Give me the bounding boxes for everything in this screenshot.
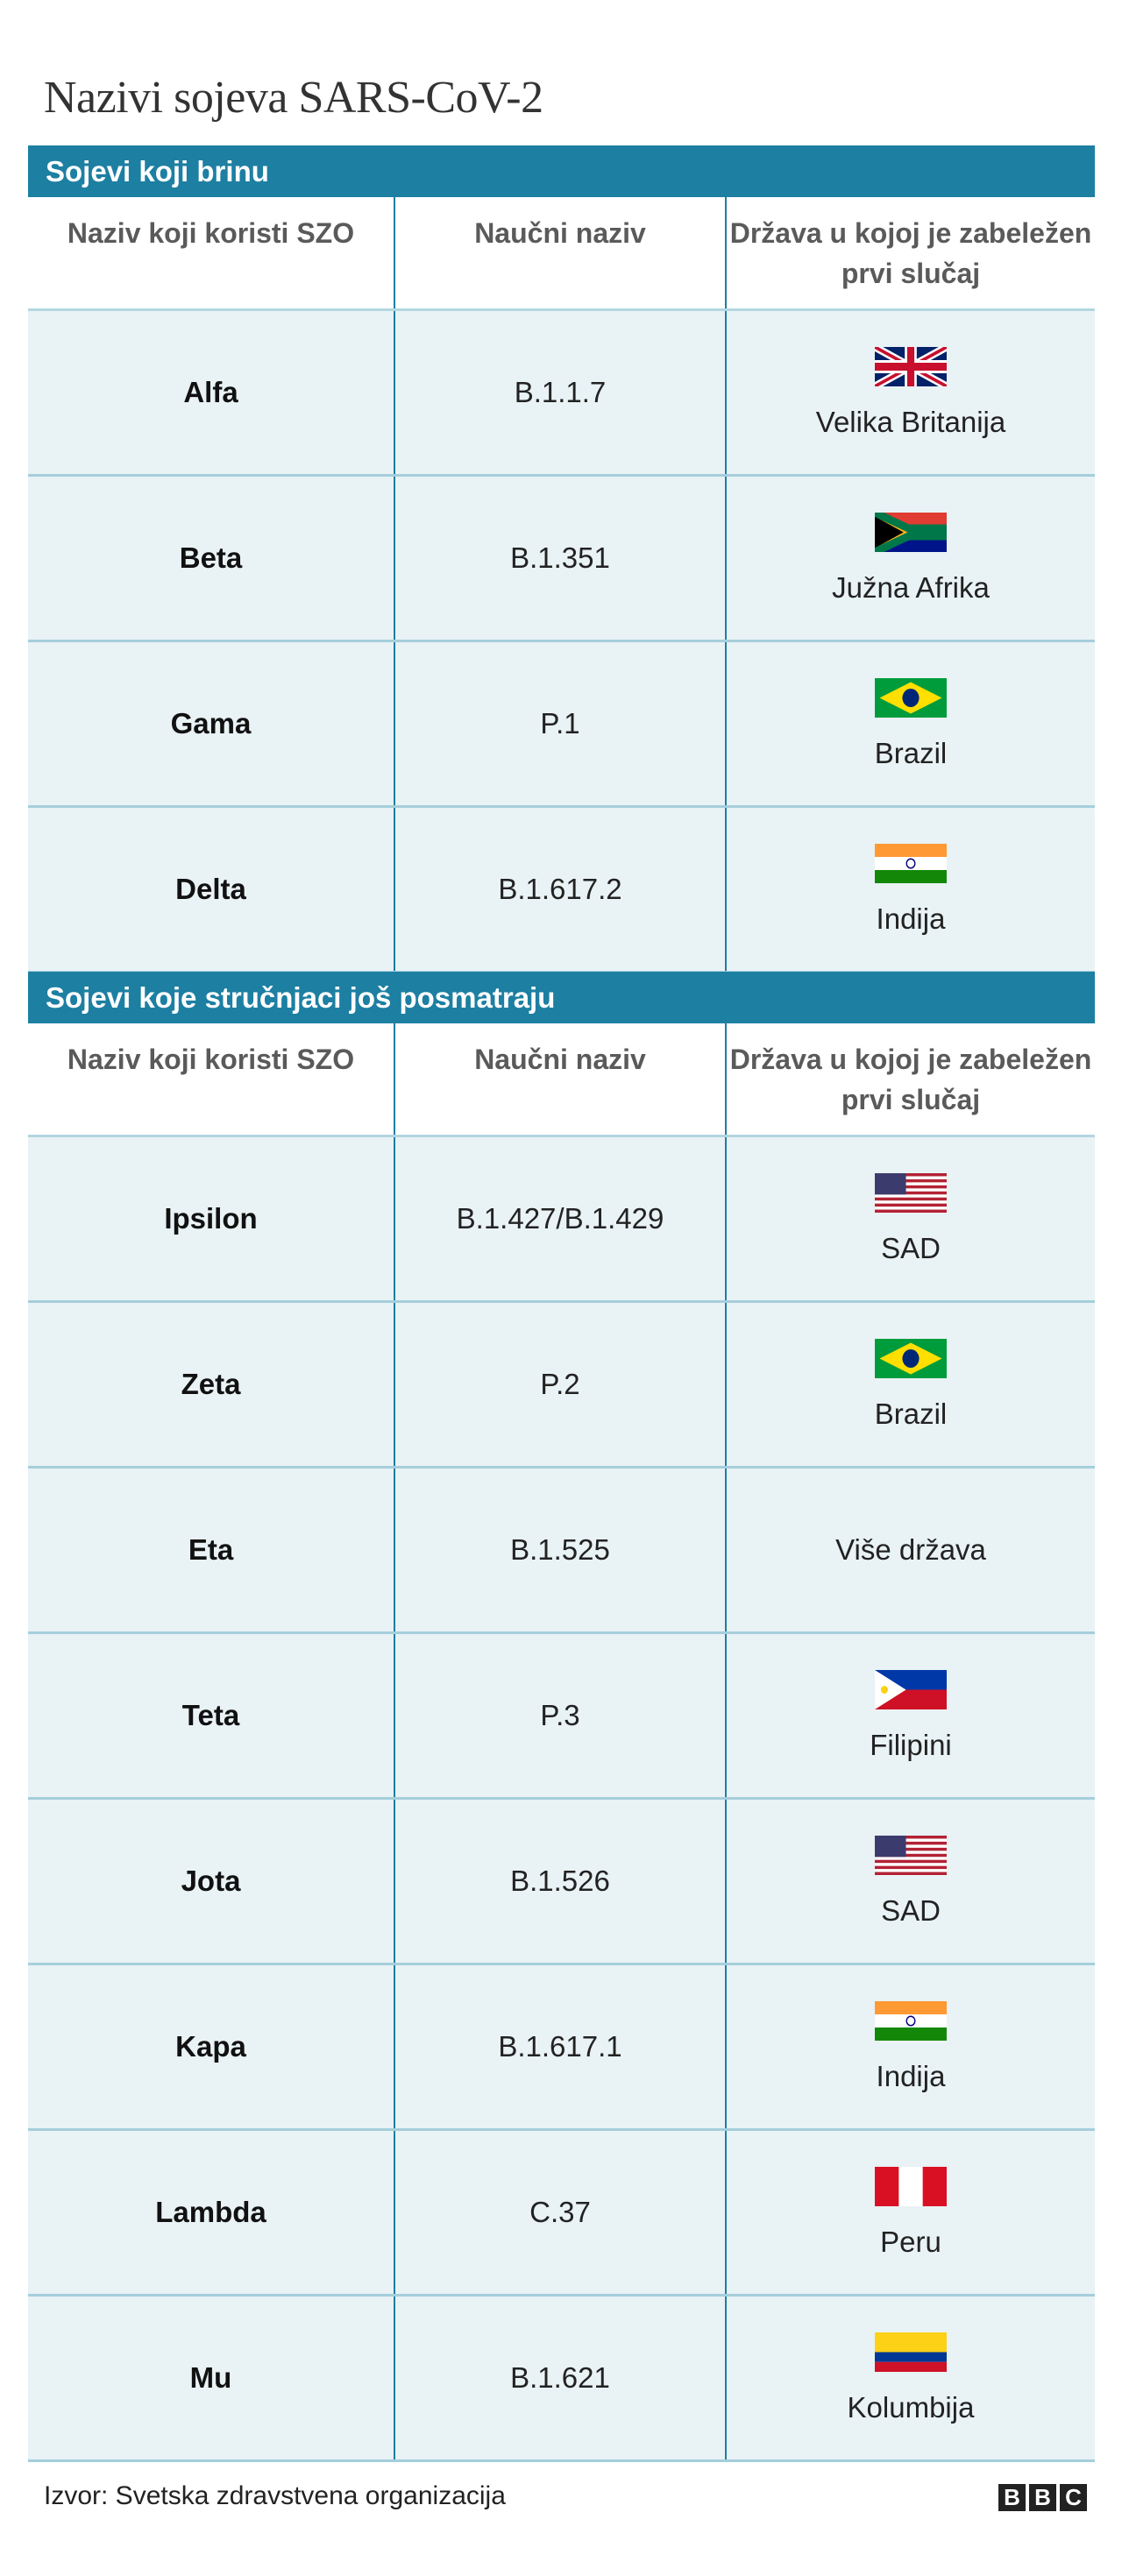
country-cell: Brazil	[727, 1303, 1095, 1466]
country-name: Velika Britanija	[815, 405, 1006, 438]
table-row: Eta B.1.525 Više država	[28, 1468, 1095, 1634]
country-cell: Brazil	[727, 642, 1095, 805]
who-name: Eta	[28, 1468, 395, 1631]
who-name: Mu	[28, 2296, 395, 2459]
column-header: Naziv koji koristi SZO	[28, 1023, 395, 1135]
column-header: Naučni naziv	[395, 197, 727, 308]
country-cell: Filipini	[727, 1634, 1095, 1797]
table-row: Teta P.3 Filipini	[28, 1634, 1095, 1800]
scientific-name: P.1	[395, 642, 727, 805]
bbc-logo-letter: C	[1060, 2484, 1087, 2511]
section-banner: Sojevi koje stručnjaci još posmatraju	[28, 972, 1095, 1023]
column-header: Država u kojoj je zabeležen prvi slučaj	[729, 1044, 1092, 1115]
who-name: Jota	[28, 1800, 395, 1963]
section-concern-table: Sojevi koji brinu Naziv koji koristi SZO N…	[28, 145, 1095, 973]
country-cell: Indija	[727, 1965, 1095, 2128]
country-name: Brazil	[874, 1397, 948, 1430]
br-flag-icon	[875, 677, 947, 718]
in-flag-icon	[875, 2000, 947, 2041]
who-name: Beta	[28, 477, 395, 640]
scientific-name: B.1.617.1	[395, 1965, 727, 2128]
table-row: Zeta P.2 Brazil	[28, 1303, 1095, 1468]
scientific-name: B.1.1.7	[395, 311, 727, 474]
scientific-name: B.1.617.2	[395, 808, 727, 971]
who-name: Ipsilon	[28, 1137, 395, 1300]
who-name: Zeta	[28, 1303, 395, 1466]
bbc-logo-letter: B	[998, 2484, 1026, 2511]
table-row: Ipsilon B.1.427/B.1.429 SAD	[28, 1137, 1095, 1303]
country-name: Više država	[835, 1533, 986, 1566]
page-title: Nazivi sojeva SARS-CoV-2	[44, 73, 543, 123]
country-name: Indija	[876, 902, 946, 935]
country-cell: SAD	[727, 1137, 1095, 1300]
table-row: Delta B.1.617.2 Indija	[28, 808, 1095, 973]
table-row: Alfa B.1.1.7 Velika Britanija	[28, 311, 1095, 477]
who-name: Gama	[28, 642, 395, 805]
who-name: Delta	[28, 808, 395, 971]
ph-flag-icon	[875, 1669, 947, 1709]
pe-flag-icon	[875, 2166, 947, 2206]
country-cell: SAD	[727, 1800, 1095, 1963]
source-note: Izvor: Svetska zdravstvena organizacija	[44, 2481, 506, 2510]
scientific-name: B.1.621	[395, 2296, 727, 2459]
in-flag-icon	[875, 843, 947, 883]
bbc-logo-letter: B	[1029, 2484, 1056, 2511]
us-flag-icon	[875, 1172, 947, 1213]
table-row: Jota B.1.526 SAD	[28, 1800, 1095, 1965]
br-flag-icon	[875, 1338, 947, 1378]
column-header: Naučni naziv	[395, 1023, 727, 1135]
who-name: Kapa	[28, 1965, 395, 2128]
gb-flag-icon	[875, 346, 947, 386]
section-monitored-table: Sojevi koje stručnjaci još posmatraju Naz…	[28, 972, 1095, 2462]
bbc-logo: B B C	[998, 2484, 1087, 2511]
country-cell: Kolumbija	[727, 2296, 1095, 2459]
country-cell: Indija	[727, 808, 1095, 971]
country-name: SAD	[881, 1893, 941, 1927]
table-row: Kapa B.1.617.1 Indija	[28, 1965, 1095, 2131]
za-flag-icon	[875, 512, 947, 552]
column-header: Naziv koji koristi SZO	[28, 197, 395, 308]
country-name: Indija	[876, 2059, 946, 2092]
who-name: Lambda	[28, 2131, 395, 2294]
section-banner: Sojevi koji brinu	[28, 145, 1095, 197]
co-flag-icon	[875, 2332, 947, 2372]
scientific-name: P.2	[395, 1303, 727, 1466]
scientific-name: B.1.427/B.1.429	[395, 1137, 727, 1300]
table-row: Beta B.1.351 Južna Afrika	[28, 477, 1095, 642]
table-row: Lambda C.37 Peru	[28, 2131, 1095, 2296]
country-cell: Velika Britanija	[727, 311, 1095, 474]
scientific-name: B.1.525	[395, 1468, 727, 1631]
scientific-name: P.3	[395, 1634, 727, 1797]
country-cell: Južna Afrika	[727, 477, 1095, 640]
country-name: SAD	[881, 1231, 941, 1264]
country-name: Peru	[880, 2225, 941, 2258]
column-header: Država u kojoj je zabeležen prvi slučaj	[729, 217, 1092, 289]
scientific-name: B.1.526	[395, 1800, 727, 1963]
country-name: Brazil	[874, 736, 948, 769]
table-row: Mu B.1.621 Kolumbija	[28, 2296, 1095, 2462]
who-name: Teta	[28, 1634, 395, 1797]
table-header-row: Naziv koji koristi SZO Naučni naziv Država…	[28, 1023, 1095, 1137]
country-name: Filipini	[870, 1728, 952, 1761]
us-flag-icon	[875, 1835, 947, 1875]
country-cell: Više država	[727, 1468, 1095, 1631]
table-header-row: Naziv koji koristi SZO Naučni naziv Država…	[28, 197, 1095, 311]
country-name: Kolumbija	[847, 2390, 975, 2424]
scientific-name: B.1.351	[395, 477, 727, 640]
country-name: Južna Afrika	[832, 570, 990, 604]
country-cell: Peru	[727, 2131, 1095, 2294]
table-row: Gama P.1 Brazil	[28, 642, 1095, 808]
who-name: Alfa	[28, 311, 395, 474]
scientific-name: C.37	[395, 2131, 727, 2294]
